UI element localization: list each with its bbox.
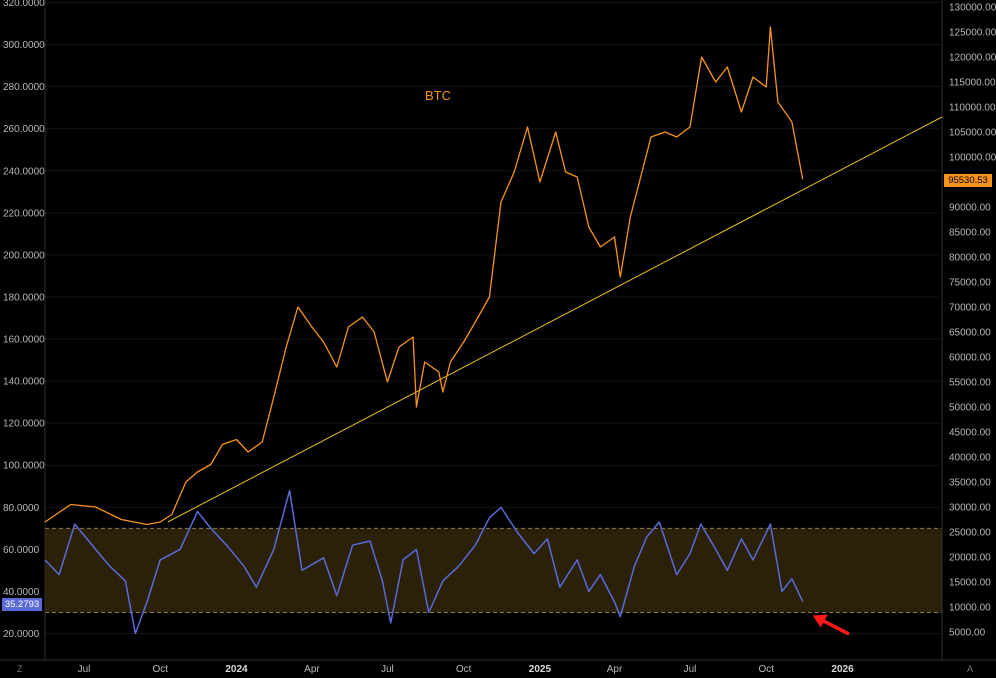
x-tick-label: 2024 [225,664,248,675]
x-tick-label: 2025 [529,664,552,675]
right-axis: 130000.00 125000.00 120000.00 115000.00 1100… [941,0,996,660]
right-tick-label: 75000.00 [949,278,991,289]
right-tick-label: 15000.00 [949,578,991,589]
right-tick-label: 5000.00 [949,628,986,639]
left-tick-label: 60.0000 [3,545,40,556]
trendline [167,116,943,523]
left-tick-label: 300.0000 [3,40,45,51]
right-tick-label: 20000.00 [949,553,991,564]
left-tick-label: 20.0000 [3,629,40,640]
x-tick-label: Oct [758,664,774,675]
timezone-button[interactable]: Z [17,664,23,674]
right-tick-label: 130000.00 [949,3,996,14]
right-tick-label: 90000.00 [949,203,991,214]
rsi-line [44,489,804,635]
right-tick-label: 50000.00 [949,403,991,414]
x-tick-label: Jul [78,664,91,675]
support-trendline [167,116,943,523]
left-axis: 320.0000 300.0000 280.0000 260.0000 240.0000… [3,0,46,660]
right-tick-label: 125000.00 [949,28,996,39]
right-tick-label: 30000.00 [949,503,991,514]
left-tick-label: 80.0000 [3,503,40,514]
last-rsi-tag: 35.2793 [2,598,42,611]
x-tick-label: Apr [607,664,623,675]
left-tick-label: 40.0000 [3,587,40,598]
x-tick-label: Oct [152,664,168,675]
right-tick-label: 105000.00 [949,128,996,139]
right-tick-label: 100000.00 [949,153,996,164]
price-series [44,26,804,526]
left-tick-label: 280.0000 [3,82,45,93]
left-tick-label: 320.0000 [3,0,45,9]
right-tick-label: 115000.00 [949,78,996,89]
rsi-band [45,527,942,613]
arrow-shaft [818,617,850,636]
x-axis: Jul Oct 2024 Apr Jul Oct 2025 Apr Jul Oct 2026 [0,659,996,675]
x-tick-label: Oct [456,664,472,675]
right-tick-label: 110000.00 [949,103,996,114]
arrow-head [812,614,828,628]
right-tick-label: 10000.00 [949,603,991,614]
left-tick-label: 240.0000 [3,166,45,177]
x-tick-label: Jul [684,664,697,675]
right-tick-label: 120000.00 [949,53,996,64]
right-tick-label: 65000.00 [949,328,991,339]
left-tick-label: 220.0000 [3,208,45,219]
annotation-arrow [812,614,850,636]
left-tick-label: 200.0000 [3,250,45,261]
left-tick-label: 100.0000 [3,461,45,472]
right-tick-label: 70000.00 [949,303,991,314]
btc-price-line [44,26,804,526]
rsi-series [44,489,804,635]
right-tick-label: 25000.00 [949,528,991,539]
x-tick-label: Jul [381,664,394,675]
rsi-band-fill [45,528,942,613]
right-tick-label: 40000.00 [949,453,991,464]
x-tick-label: 2026 [831,664,854,675]
right-tick-label: 60000.00 [949,353,991,364]
left-tick-label: 260.0000 [3,124,45,135]
right-tick-label: 85000.00 [949,228,991,239]
auto-scale-button[interactable]: A [967,664,974,674]
left-tick-label: 160.0000 [3,335,45,346]
right-tick-label: 80000.00 [949,253,991,264]
last-price-tag: 95530.53 [944,174,992,187]
x-tick-label: Apr [304,664,320,675]
chart-title: BTC [425,88,451,103]
left-tick-label: 140.0000 [3,377,45,388]
right-tick-label: 55000.00 [949,378,991,389]
left-tick-label: 180.0000 [3,292,45,303]
right-tick-label: 35000.00 [949,478,991,489]
left-tick-label: 120.0000 [3,419,45,430]
right-tick-label: 45000.00 [949,428,991,439]
